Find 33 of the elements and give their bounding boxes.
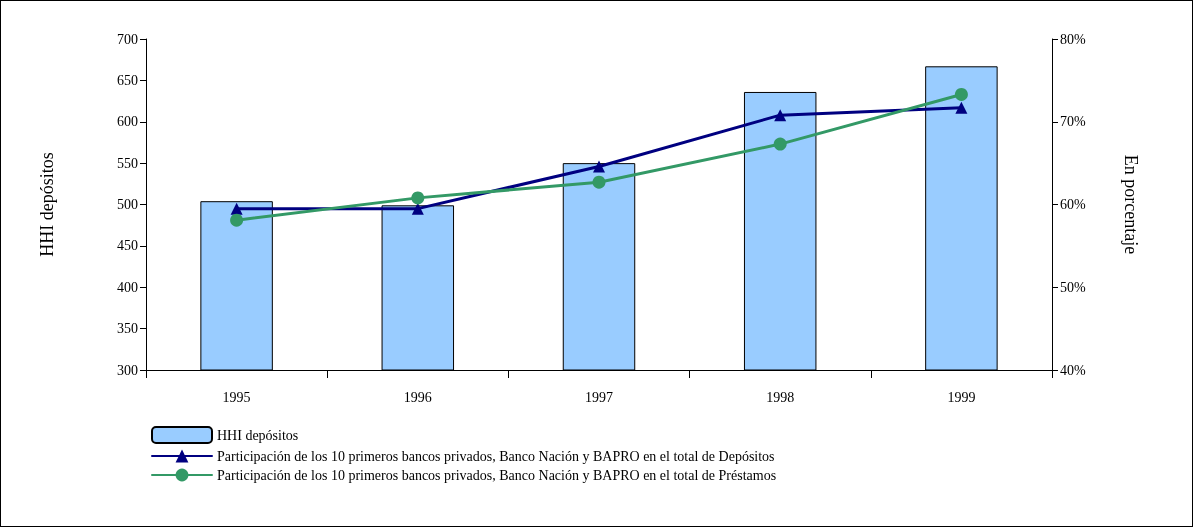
x-tick-label: 1996: [403, 389, 432, 405]
y-tick-label: 650: [117, 72, 138, 88]
y-tick-label: 300: [117, 362, 138, 378]
y-tick-label: 600: [117, 114, 138, 130]
legend-label: Participación de los 10 primeros bancos privados, Banco Nación y BAPRO en el total de Depósitos: [217, 448, 775, 464]
y-tick-label: 400: [117, 279, 138, 295]
point: [592, 175, 606, 189]
point: [773, 137, 787, 151]
y-tick-label: 350: [117, 321, 138, 337]
point: [954, 87, 968, 101]
point: [955, 101, 968, 114]
y-tick-label: 450: [117, 238, 138, 254]
point: [593, 160, 605, 173]
y2-tick-label: 50%: [1060, 279, 1086, 295]
y-tick-label: 700: [117, 31, 138, 47]
y-tick-label: 500: [117, 197, 138, 212]
y-tick-label: 550: [117, 155, 138, 171]
x-tick-label: 1995: [222, 389, 251, 405]
point: [411, 191, 425, 205]
point: [230, 213, 244, 227]
y2-tick-label: 40%: [1060, 362, 1086, 378]
y2-tick-label: 60%: [1060, 197, 1086, 212]
y2-tick-label: 80%: [1060, 31, 1086, 47]
point: [774, 109, 787, 122]
y2-axis-title: En porcentaje: [1121, 154, 1141, 255]
x-tick-label: 1997: [585, 389, 613, 405]
x-tick-label: 1999: [947, 389, 976, 405]
legend-label: HHI depósitos: [217, 427, 299, 443]
y2-tick-label: 70%: [1060, 114, 1086, 130]
y-axis-title: HHI depósitos: [37, 152, 57, 257]
point: [230, 202, 243, 215]
x-tick-label: 1998: [766, 389, 795, 405]
legend-label: Participación de los 10 primeros bancos privados, Banco Nación y BAPRO en el total de Préstamos: [217, 467, 777, 483]
